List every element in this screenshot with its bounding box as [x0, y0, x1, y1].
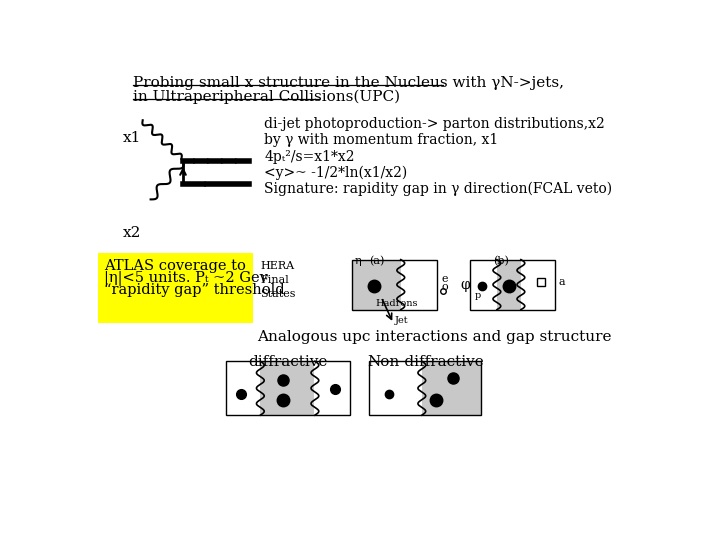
Text: a: a [559, 277, 565, 287]
Text: “rapidity gap” threshold: “rapidity gap” threshold [104, 284, 284, 298]
Text: η: η [355, 256, 362, 266]
Text: o: o [441, 282, 448, 292]
Text: e: e [441, 274, 448, 284]
Bar [260, 361, 314, 415]
Text: di-jet photoproduction-> parton distributions,x2: di-jet photoproduction-> parton distribu… [264, 117, 605, 131]
Text: Jet: Jet [395, 316, 409, 325]
Bar [422, 361, 482, 415]
Text: x2: x2 [122, 226, 141, 240]
Text: Analogous upc interactions and gap structure: Analogous upc interactions and gap struc… [256, 330, 611, 345]
Text: 4pₜ²/s=x1*x2: 4pₜ²/s=x1*x2 [264, 150, 355, 164]
Bar [469, 260, 555, 309]
Bar [225, 361, 350, 415]
Bar [369, 361, 422, 415]
Text: p: p [474, 291, 481, 300]
Text: |η|<5 units. Pₜ ~2 Gev: |η|<5 units. Pₜ ~2 Gev [104, 271, 268, 286]
Bar [98, 253, 253, 323]
Bar [497, 260, 521, 309]
Bar [521, 260, 555, 309]
Bar [225, 361, 260, 415]
Text: (a): (a) [369, 256, 384, 266]
Text: Hadrons: Hadrons [375, 299, 418, 308]
Bar [315, 361, 350, 415]
Text: ATLAS coverage to: ATLAS coverage to [104, 259, 246, 273]
Bar [469, 260, 497, 309]
Bar [352, 260, 437, 309]
Bar [401, 260, 437, 309]
Text: Non-diffractive: Non-diffractive [366, 355, 484, 369]
Text: x1: x1 [122, 131, 141, 145]
Text: Signature: rapidity gap in γ direction(FCAL veto): Signature: rapidity gap in γ direction(F… [264, 182, 613, 196]
Text: (b): (b) [493, 256, 509, 266]
Text: φ: φ [461, 278, 470, 292]
Text: <y>~ -1/2*ln(x1/x2): <y>~ -1/2*ln(x1/x2) [264, 166, 408, 180]
Text: HERA
Final
States: HERA Final States [261, 261, 296, 299]
Text: Probing small x structure in the Nucleus with γN->jets,: Probing small x structure in the Nucleus… [132, 76, 564, 90]
Text: by γ with momentum fraction, x1: by γ with momentum fraction, x1 [264, 133, 499, 147]
Text: in Ultraperipheral Collisions(UPC): in Ultraperipheral Collisions(UPC) [132, 90, 400, 104]
Bar [352, 260, 401, 309]
Text: diffractive: diffractive [248, 355, 328, 369]
Bar [369, 361, 482, 415]
